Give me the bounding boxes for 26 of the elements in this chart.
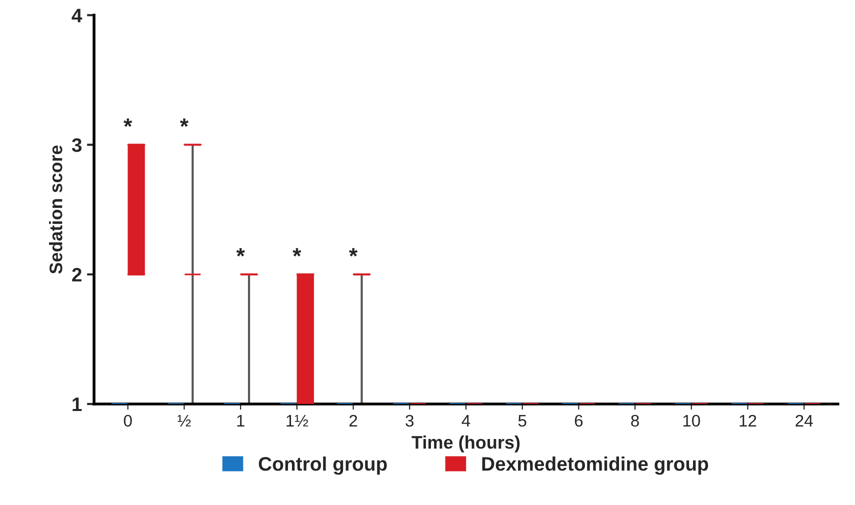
y-tick-label: 4 [72,8,82,22]
annotation: * [180,118,189,127]
annotation: * [124,118,132,127]
legend-label: Dexmedetomidine group [482,456,708,475]
annotation: * [349,248,358,256]
x-tick-label: 1½ [286,415,308,426]
x-tick-label: 12 [740,414,756,426]
x-tick-label: 1 [237,415,244,426]
y-axis-title: Sedation score [49,145,62,274]
y-tick-label: 2 [72,268,82,282]
x-tick-label: 6 [574,414,583,427]
x-tick-label: 4 [462,415,470,426]
x-tick-label: 2 [349,414,358,426]
x-tick-label: 24 [796,414,813,426]
annotation: * [292,248,302,256]
x-tick-label: 10 [683,414,700,427]
y-tick-label: 1 [72,398,82,412]
y-tick-label: 3 [72,138,82,152]
x-tick-label: ½ [178,415,191,426]
x-axis-title: Time (hours) [412,436,520,452]
x-tick-label: 8 [631,414,639,427]
annotation: * [236,248,245,256]
x-tick-label: 3 [406,414,414,427]
x-tick-label: 0 [124,414,132,427]
x-tick-label: 5 [518,415,526,427]
legend-label: Control group [258,456,387,475]
